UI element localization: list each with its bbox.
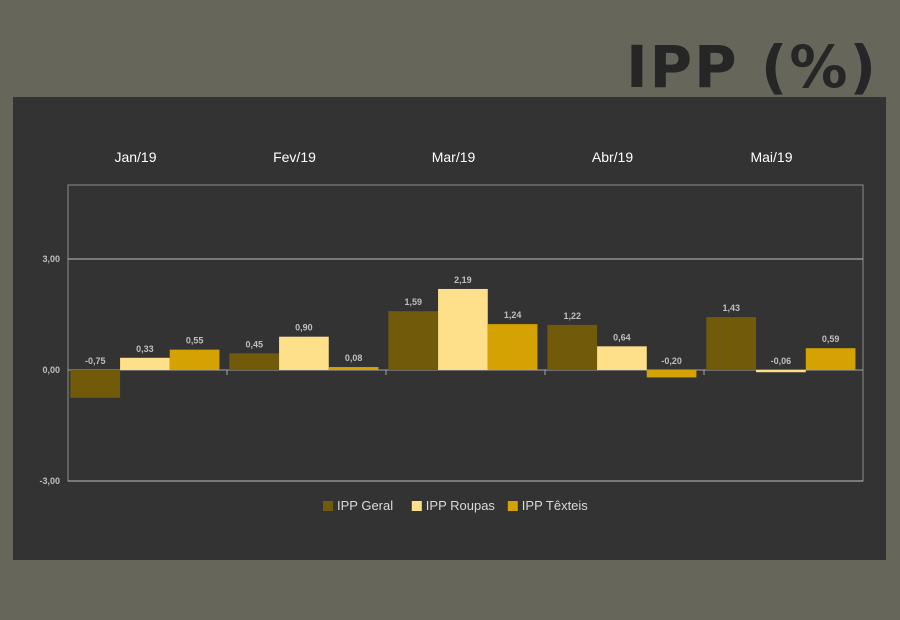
bar-ipp-geral (70, 370, 121, 398)
legend-label: IPP Roupas (426, 498, 496, 513)
legend-swatch (323, 501, 333, 511)
bar-ipp-roupas (597, 346, 647, 370)
bar-ipp-t-xteis (805, 348, 856, 370)
legend-swatch (411, 501, 422, 511)
bar-ipp-t-xteis (169, 349, 220, 370)
data-label: 0,64 (613, 332, 631, 342)
bar-ipp-t-xteis (487, 324, 538, 370)
data-label: 0,59 (822, 334, 840, 344)
category-label: Mar/19 (432, 149, 476, 165)
data-label: -0,20 (661, 356, 682, 366)
legend-label: IPP Geral (337, 498, 393, 513)
data-label: 1,24 (504, 310, 522, 320)
bar-ipp-geral (706, 317, 757, 370)
bar-ipp-t-xteis (646, 370, 697, 378)
y-tick-label: 3,00 (42, 254, 60, 264)
legend-swatch (507, 501, 518, 511)
page-title: IPP (%) (626, 33, 878, 101)
category-label: Abr/19 (592, 149, 633, 165)
data-label: -0,06 (771, 356, 792, 366)
bar-chart: 3,00 0,00 -3,00 Jan/19 Fev/19 Mar/19 Abr/19 Mai… (39, 149, 864, 513)
bar-ipp-roupas (120, 357, 170, 370)
bar-ipp-roupas (279, 336, 329, 370)
bar-ipp-geral (547, 324, 598, 370)
data-label: 0,45 (245, 339, 263, 349)
y-tick-label: -3,00 (39, 476, 60, 486)
data-label: 1,22 (563, 311, 581, 321)
data-label: 0,90 (295, 323, 313, 333)
category-label: Mai/19 (750, 149, 792, 165)
data-label: 1,59 (404, 297, 422, 307)
data-label: 0,33 (136, 344, 154, 354)
data-label: 1,43 (722, 303, 740, 313)
data-label: 0,55 (186, 336, 204, 346)
category-label: Jan/19 (114, 149, 156, 165)
data-label: 2,19 (454, 275, 472, 285)
category-label: Fev/19 (273, 149, 316, 165)
bar-ipp-geral (388, 311, 439, 370)
y-tick-label: 0,00 (42, 365, 60, 375)
bar-ipp-roupas (756, 370, 806, 373)
data-label: -0,75 (85, 356, 106, 366)
data-label: 0,08 (345, 353, 363, 363)
bar-ipp-t-xteis (328, 367, 379, 370)
bar-ipp-roupas (438, 288, 488, 370)
legend-label: IPP Têxteis (522, 498, 588, 513)
chart-panel: 3,00 0,00 -3,00 Jan/19 Fev/19 Mar/19 Abr/19 Mai… (13, 97, 886, 560)
bar-ipp-geral (229, 353, 280, 370)
